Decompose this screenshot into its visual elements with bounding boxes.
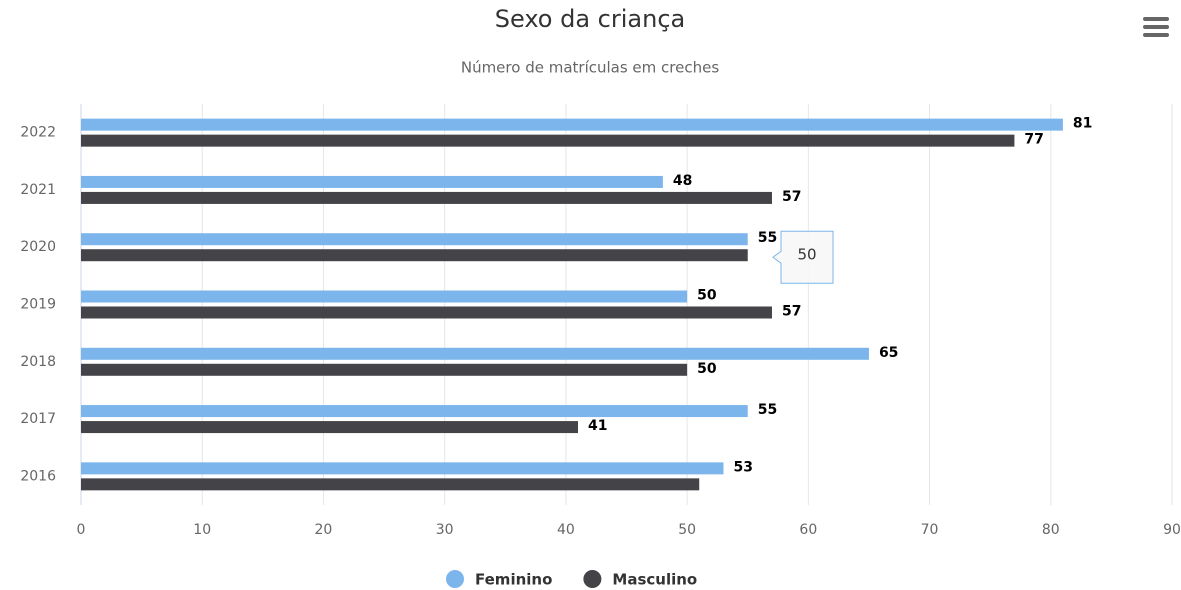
bar xyxy=(81,191,772,204)
bar xyxy=(81,233,748,246)
bar xyxy=(81,118,1063,131)
x-tick-label: 80 xyxy=(1042,522,1060,538)
x-tick-label: 20 xyxy=(315,522,333,538)
x-tick-label: 50 xyxy=(678,522,696,538)
data-label: 65 xyxy=(879,345,898,361)
chart-subtitle: Número de matrículas em creches xyxy=(461,59,719,77)
y-tick-label: 2016 xyxy=(20,468,56,484)
bar xyxy=(81,478,700,491)
data-label: 77 xyxy=(1024,132,1043,148)
legend-label: Masculino xyxy=(612,571,697,589)
data-label: 55 xyxy=(758,230,777,246)
x-tick-label: 30 xyxy=(436,522,454,538)
y-tick-label: 2022 xyxy=(20,125,56,141)
legend-marker xyxy=(583,570,602,588)
bar xyxy=(81,134,1015,147)
menu-button[interactable] xyxy=(1143,17,1169,37)
tooltip-box xyxy=(772,230,834,284)
x-tick-label: 70 xyxy=(921,522,939,538)
data-label: 48 xyxy=(673,173,692,189)
bar xyxy=(81,347,869,360)
legend-marker xyxy=(446,570,464,588)
data-label: 50 xyxy=(697,361,717,377)
bar xyxy=(81,290,688,303)
menu-line xyxy=(1143,17,1169,21)
x-tick-label: 40 xyxy=(557,522,575,538)
data-label: 81 xyxy=(1073,116,1092,132)
legend-label: Feminino xyxy=(475,571,552,589)
bar xyxy=(81,405,748,418)
bar xyxy=(81,306,772,319)
data-label: 50 xyxy=(697,288,717,304)
bar xyxy=(81,175,663,188)
data-label: 53 xyxy=(733,459,752,475)
menu-line xyxy=(1143,33,1169,37)
data-label: 55 xyxy=(758,402,777,418)
x-tick-label: 60 xyxy=(799,522,817,538)
bar xyxy=(81,363,688,376)
y-tick-label: 2020 xyxy=(20,239,56,255)
y-tick-label: 2019 xyxy=(20,297,56,313)
tooltip-text: 50 xyxy=(797,246,816,264)
y-tick-label: 2021 xyxy=(20,182,56,198)
bar xyxy=(81,421,579,434)
x-tick-label: 0 xyxy=(77,522,86,538)
data-label: 41 xyxy=(588,418,607,434)
x-tick-label: 10 xyxy=(193,522,211,538)
bar xyxy=(81,462,724,475)
bar xyxy=(81,249,748,262)
data-label: 57 xyxy=(782,189,801,205)
legend: Feminino Masculino xyxy=(446,570,697,589)
chart-title: Sexo da criança xyxy=(495,5,685,33)
y-tick-label: 2018 xyxy=(20,354,56,370)
menu-line xyxy=(1143,25,1169,29)
data-label: 57 xyxy=(782,304,801,320)
x-tick-label: 90 xyxy=(1163,522,1181,538)
y-tick-label: 2017 xyxy=(20,411,56,427)
